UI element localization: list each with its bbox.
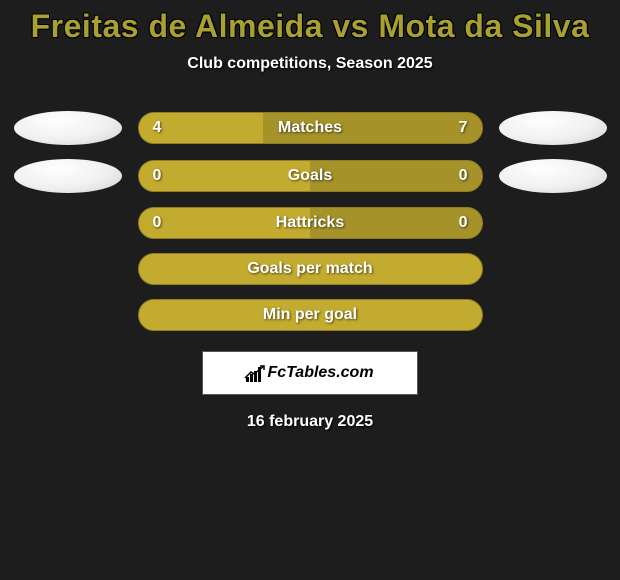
stat-label: Matches: [139, 113, 482, 143]
page-title: Freitas de Almeida vs Mota da Silva: [0, 8, 620, 45]
player-ellipse-right: [499, 111, 607, 145]
player-ellipse-left: [14, 159, 122, 193]
subtitle: Club competitions, Season 2025: [0, 55, 620, 73]
stat-label: Min per goal: [139, 300, 482, 330]
stat-bar: 47Matches: [138, 112, 483, 144]
ellipse-slot-left: [8, 111, 128, 145]
stat-bar: Goals per match: [138, 253, 483, 285]
fctables-badge[interactable]: FcTables.com: [202, 351, 418, 395]
stat-row: Goals per match: [138, 253, 483, 285]
ellipse-slot-left: [8, 159, 128, 193]
footer-date: 16 february 2025: [0, 413, 620, 431]
stat-bar: Min per goal: [138, 299, 483, 331]
player-ellipse-right: [499, 159, 607, 193]
stat-label: Goals: [139, 161, 482, 191]
stat-row: 00Hattricks: [138, 207, 483, 239]
stat-row: Min per goal: [138, 299, 483, 331]
stat-bar: 00Hattricks: [138, 207, 483, 239]
badge-text: FcTables.com: [267, 364, 373, 382]
stat-row: 47Matches: [0, 111, 620, 145]
stat-label: Hattricks: [139, 208, 482, 238]
player-ellipse-left: [14, 111, 122, 145]
stat-label: Goals per match: [139, 254, 482, 284]
stat-row: 00Goals: [0, 159, 620, 193]
ellipse-slot-right: [493, 159, 613, 193]
bar-chart-icon: [246, 364, 261, 382]
ellipse-slot-right: [493, 111, 613, 145]
stats-list: 47Matches 00Goals 00Hattricks Goals per mat…: [0, 111, 620, 331]
stat-bar: 00Goals: [138, 160, 483, 192]
